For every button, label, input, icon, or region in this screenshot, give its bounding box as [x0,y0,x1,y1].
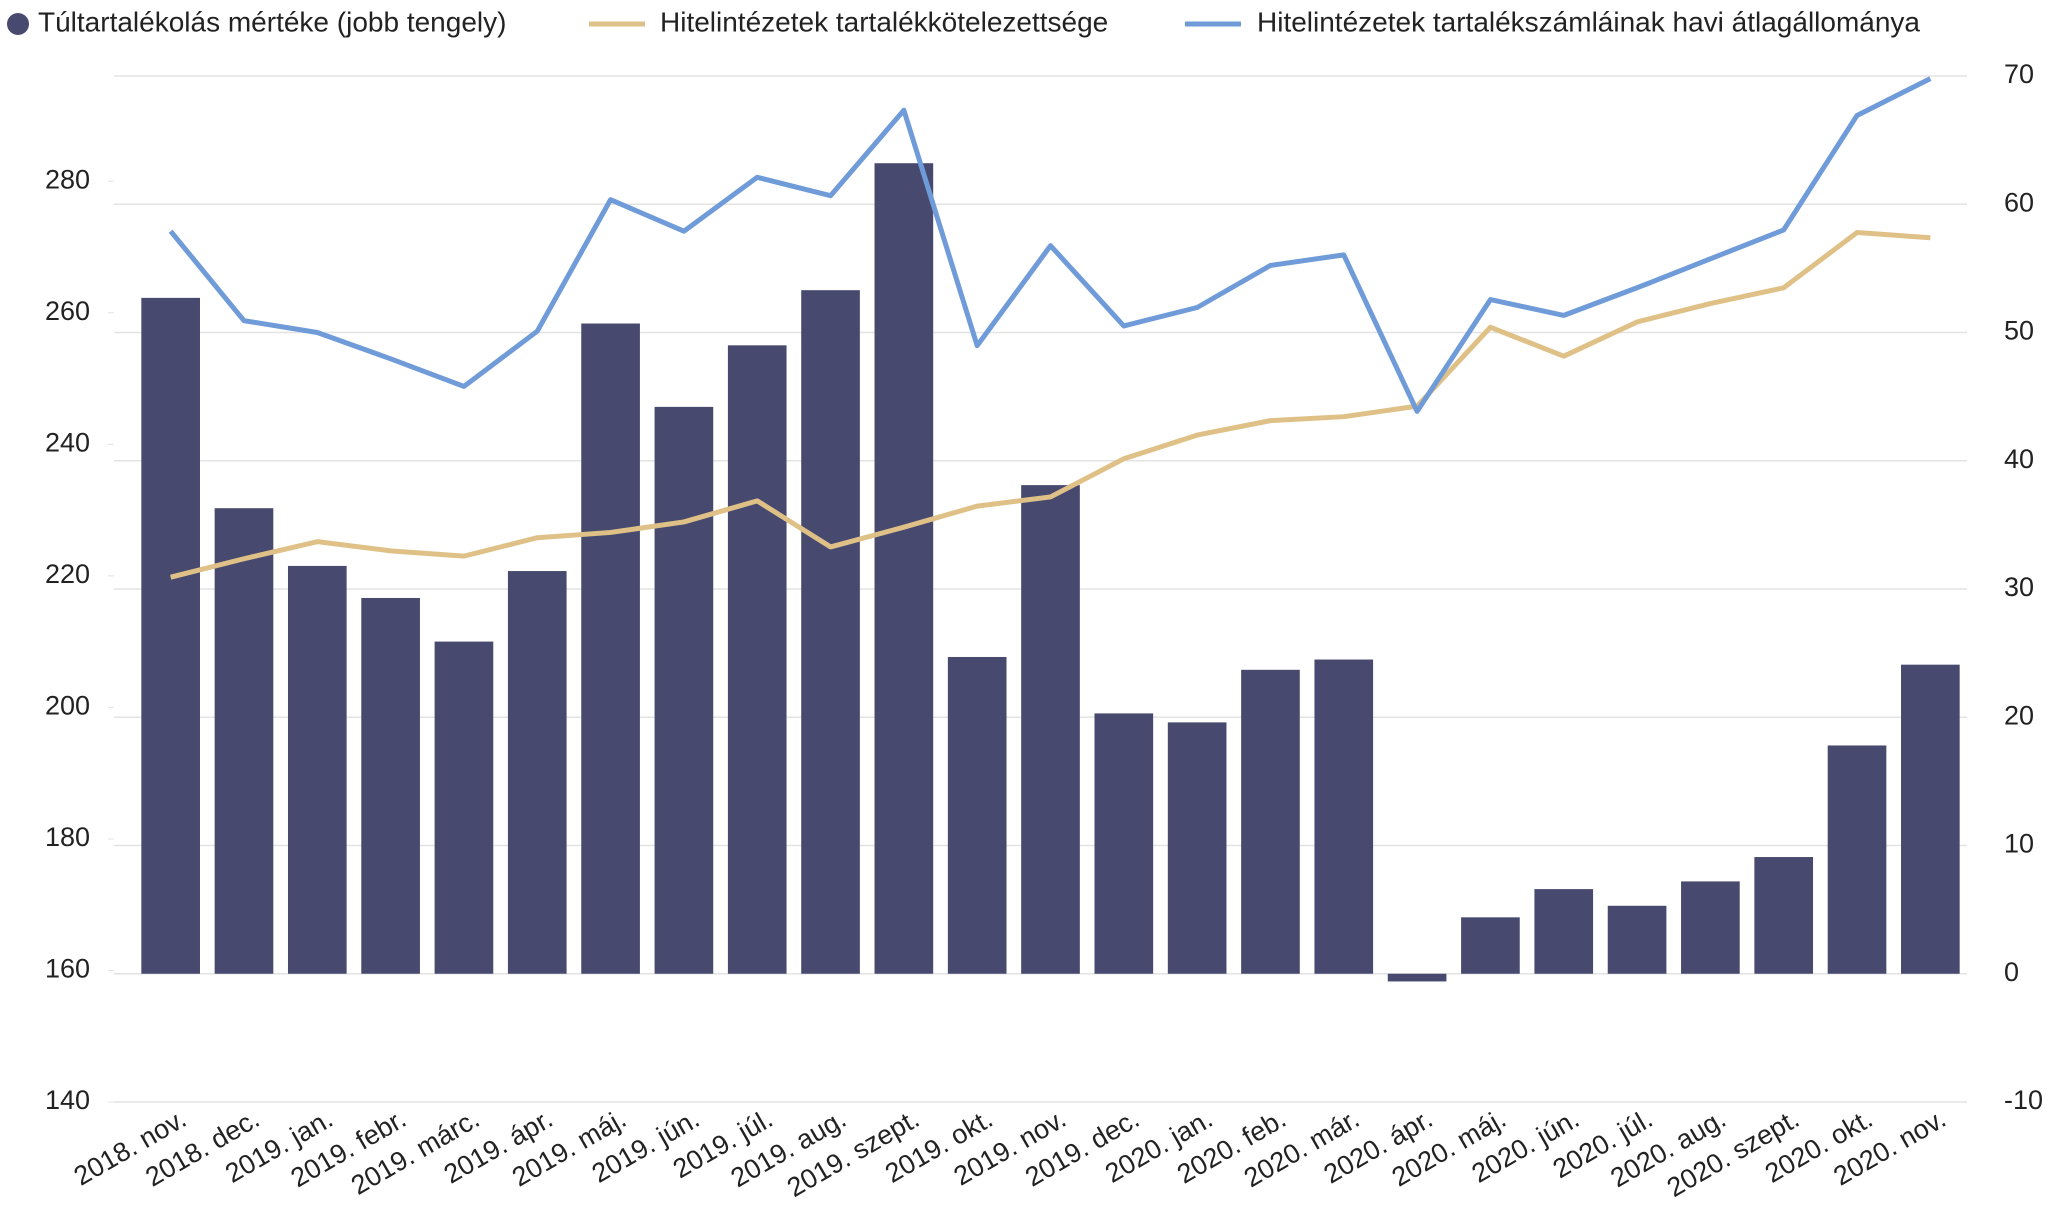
line [170,230,1931,580]
y2-tick-label: -10 [2004,1085,2043,1115]
legend-marker [7,13,29,35]
bar [361,597,420,974]
bar [1387,973,1447,982]
y2-tick-label: 20 [2004,700,2034,730]
bar [947,656,1007,974]
bar [1241,669,1300,974]
bar [1607,905,1667,974]
bar [1827,745,1887,974]
bar [874,163,934,974]
bar [727,345,787,974]
legend-label: Hitelintézetek tartalékkötelezettsége [660,6,1108,37]
y-tick-label: 280 [45,164,90,194]
bar [1167,722,1227,974]
bar [1754,857,1814,974]
y2-tick-label: 70 [2004,59,2034,89]
bar [1461,917,1520,974]
bar [801,290,860,974]
y2-tick-label: 0 [2004,957,2019,987]
y-tick-label: 260 [45,296,90,326]
bar [434,641,494,974]
bar [581,323,640,974]
y-tick-label: 240 [45,427,90,457]
y2-tick-label: 10 [2004,829,2034,859]
bar [1901,664,1960,974]
y-tick-label: 180 [45,822,90,852]
line [168,76,1932,414]
bar [1534,889,1594,974]
bar [1681,881,1740,974]
bar [287,565,347,974]
bar [214,508,274,974]
y-tick-label: 160 [45,954,90,984]
legend-label: Hitelintézetek tartalékszámláinak havi á… [1257,6,1920,37]
y2-tick-label: 30 [2004,572,2034,602]
bar [654,406,714,974]
y2-tick-label: 40 [2004,444,2034,474]
y2-tick-label: 50 [2004,316,2034,346]
bar [1094,713,1154,974]
bar [141,297,200,974]
y-tick-label: 200 [45,691,90,721]
bar [507,571,567,974]
y-tick-label: 220 [45,559,90,589]
bar [1021,485,1080,974]
y-tick-label: 140 [45,1085,90,1115]
legend-label: Túltartalékolás mértéke (jobb tengely) [38,6,506,37]
bar [1314,659,1374,974]
y2-tick-label: 60 [2004,187,2034,217]
